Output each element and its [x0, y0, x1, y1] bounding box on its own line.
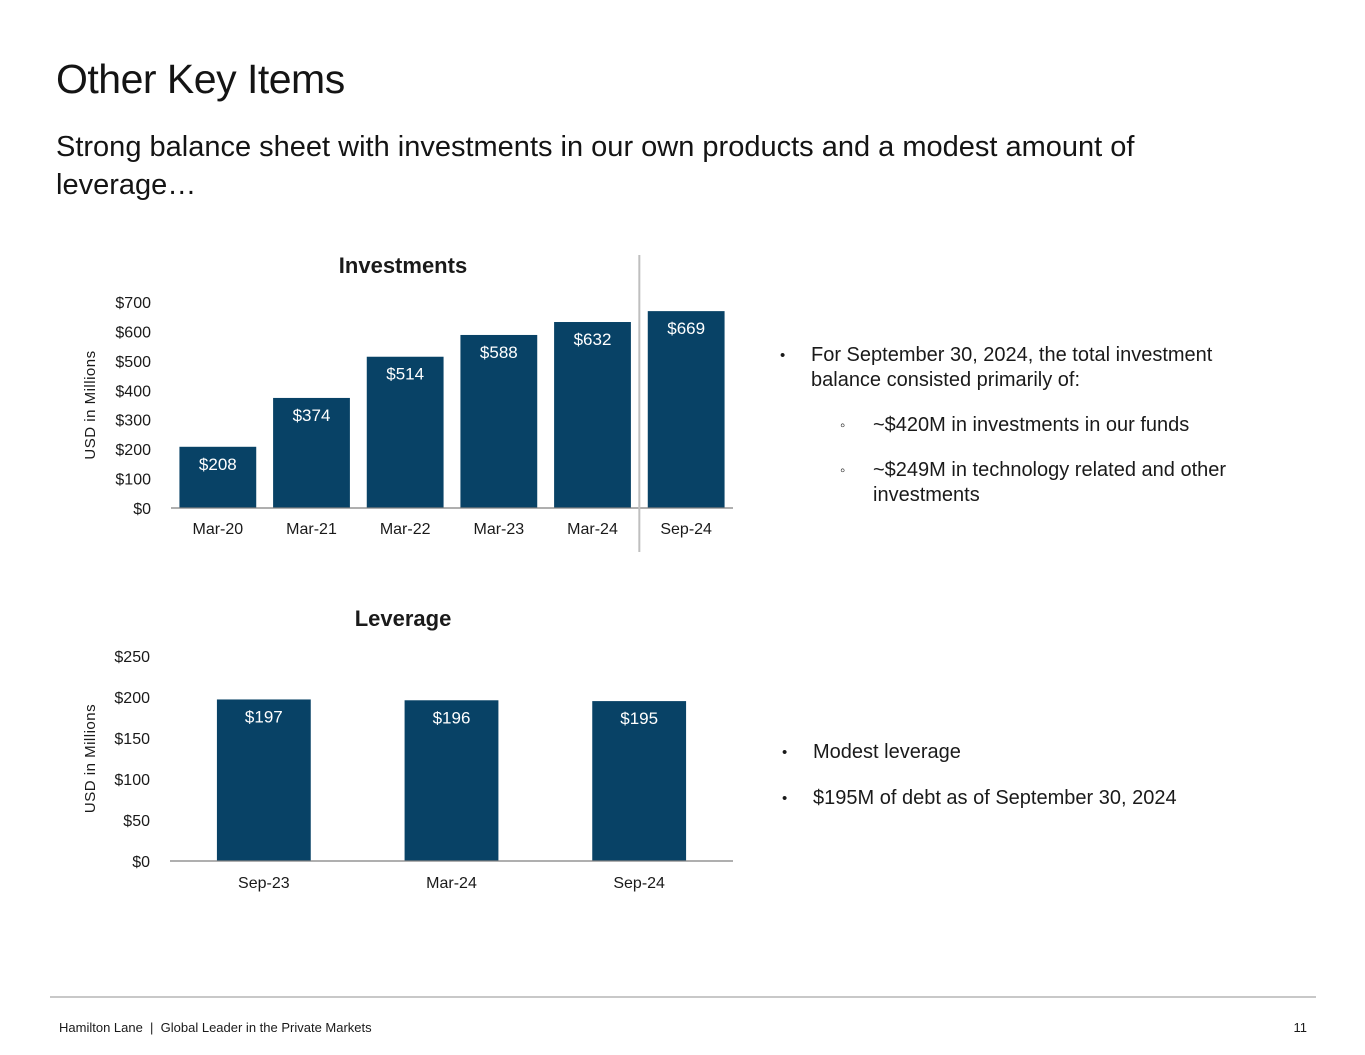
bar-sep-23 — [216, 699, 311, 861]
y-axis-label: USD in Millions — [82, 350, 99, 459]
investments-notes: For September 30, 2024, the total invest… — [778, 343, 1278, 508]
slide-title: Other Key Items — [56, 56, 345, 102]
x-tick-label: Sep-24 — [613, 875, 665, 892]
footer-divider — [50, 996, 1316, 998]
x-tick-label: Sep-24 — [660, 521, 712, 538]
footer-text: Hamilton Lane | Global Leader in the Pri… — [59, 1020, 372, 1035]
leverage-chart-svg: Leverage USD in Millions $0 $50 $100 $150 $200… — [82, 606, 733, 892]
investments-note-funds: ~$420M in investments in our funds — [778, 413, 1278, 438]
chart-title: Leverage — [355, 606, 452, 631]
y-tick-label: $200 — [114, 690, 150, 707]
investments-note-lead: For September 30, 2024, the total invest… — [778, 343, 1278, 393]
bar-mar-24 — [554, 322, 631, 508]
investments-chart: Investments USD in Millions $0 $100 $200 $300… — [60, 245, 760, 565]
investments-note-technology: ~$249M in technology related and other i… — [778, 458, 1278, 508]
footer-company: Hamilton Lane | Global Leader in the Pri… — [59, 1020, 372, 1035]
y-axis-label: USD in Millions — [82, 704, 99, 813]
data-label: $632 — [574, 330, 612, 349]
data-label: $195 — [620, 709, 658, 728]
bar-mar-24 — [404, 700, 499, 861]
x-tick-label: Mar-24 — [567, 521, 618, 538]
investments-chart-svg: Investments USD in Millions $0 $100 $200 $300… — [82, 253, 733, 552]
data-label: $588 — [480, 343, 518, 362]
y-tick-label: $250 — [114, 649, 150, 666]
bar-mar-20 — [179, 446, 257, 508]
x-tick-label: Sep-23 — [238, 875, 290, 892]
y-tick-label: $50 — [123, 813, 150, 830]
leverage-note-modest: Modest leverage — [780, 740, 1300, 765]
x-tick-label: Mar-20 — [192, 521, 243, 538]
y-tick-label: $500 — [115, 354, 151, 371]
data-label: $197 — [245, 707, 283, 726]
y-tick-label: $100 — [114, 772, 150, 789]
page-number: 11 — [1293, 1020, 1308, 1035]
y-tick-label: $600 — [115, 324, 151, 341]
bar-mar-23 — [460, 334, 538, 508]
y-tick-label: $300 — [115, 413, 151, 430]
bar-mar-22 — [366, 356, 444, 508]
x-tick-label: Mar-23 — [473, 521, 524, 538]
y-tick-label: $400 — [115, 383, 151, 400]
chart-title: Investments — [339, 253, 467, 278]
leverage-chart: Leverage USD in Millions $0 $50 $100 $150 $200… — [60, 598, 760, 908]
data-label: $514 — [386, 365, 424, 384]
x-tick-label: Mar-24 — [426, 875, 477, 892]
y-tick-label: $200 — [115, 442, 151, 459]
slide-subtitle: Strong balance sheet with investments in… — [56, 131, 1135, 201]
data-label: $208 — [199, 455, 237, 474]
y-tick-label: $0 — [132, 854, 150, 871]
leverage-note-debt: $195M of debt as of September 30, 2024 — [780, 786, 1300, 811]
bar-sep-24 — [592, 701, 687, 861]
y-tick-label: $0 — [133, 501, 151, 518]
y-tick-label: $150 — [114, 731, 150, 748]
bar-mar-21 — [273, 397, 350, 508]
y-tick-label: $100 — [115, 472, 151, 489]
leverage-notes: Modest leverage $195M of debt as of Sept… — [780, 740, 1300, 811]
y-tick-label: $700 — [115, 295, 151, 312]
data-label: $196 — [433, 708, 471, 727]
x-tick-label: Mar-21 — [286, 521, 337, 538]
data-label: $374 — [293, 406, 331, 425]
x-tick-label: Mar-22 — [380, 521, 431, 538]
data-label: $669 — [667, 319, 705, 338]
bar-sep-24 — [647, 311, 725, 508]
